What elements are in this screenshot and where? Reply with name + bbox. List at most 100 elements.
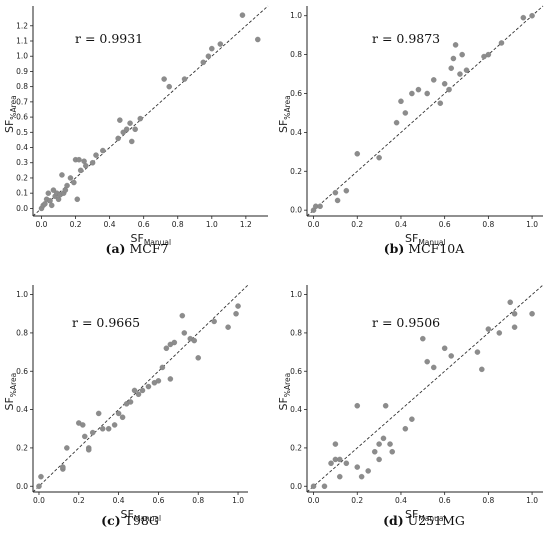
data-point	[209, 45, 215, 52]
data-point	[507, 299, 513, 305]
data-point	[115, 410, 122, 417]
data-point	[74, 196, 81, 203]
y-tick-label: 0.7	[16, 97, 28, 106]
x-tick-label: 0.8	[482, 496, 494, 505]
data-point	[48, 202, 55, 209]
data-point	[200, 59, 207, 66]
data-point	[474, 349, 481, 355]
x-tick-label: 0.2	[73, 496, 85, 505]
data-point	[387, 441, 393, 447]
data-point	[71, 179, 77, 186]
panel-caption: (d) U251MG	[383, 513, 465, 528]
data-point	[389, 448, 395, 455]
data-point	[371, 448, 378, 455]
data-point	[485, 51, 492, 58]
data-point	[365, 468, 371, 474]
chart-panel-1: 0.0 0.1 0.2 0.3 0.4 0.5 0.6 0.7 0.8 0.9 1.0 1.1 1.2 0…	[3, 5, 269, 256]
data-point	[446, 86, 452, 93]
data-point	[450, 55, 457, 62]
data-point	[115, 135, 121, 142]
y-tick-label: 0.0	[16, 204, 28, 213]
y-tick-label: 0.2	[290, 443, 302, 452]
data-point	[159, 364, 166, 371]
x-axis-label: SFManual	[405, 508, 446, 523]
x-tick-label: 0.4	[395, 496, 407, 505]
y-tick-label: 0.4	[290, 128, 302, 137]
y-axis-label: SF%Area	[3, 373, 18, 411]
data-point	[354, 464, 361, 470]
y-tick-label: 0.8	[290, 50, 302, 59]
data-point	[60, 464, 66, 470]
data-point	[233, 310, 239, 317]
y-tick-label: 0.4	[290, 405, 302, 414]
data-point	[337, 456, 343, 463]
data-point	[76, 156, 82, 163]
x-tick-label: 0.2	[351, 220, 363, 229]
data-point	[225, 324, 231, 330]
y-tick-label: 1.0	[290, 290, 302, 299]
data-point	[430, 364, 437, 371]
data-point	[424, 358, 430, 365]
data-point	[441, 345, 448, 351]
data-point	[36, 483, 42, 489]
x-tick-label: 0.4	[113, 496, 125, 505]
chart-panel-3: 0.0 0.2 0.4 0.6 0.8 1.0 0.0 0.2 0.4 0.6 0.8 1.0 r = …	[3, 284, 249, 528]
data-point	[123, 126, 130, 133]
caption-name: MCF10A	[404, 241, 465, 256]
data-point	[38, 473, 44, 480]
data-point	[448, 65, 454, 71]
data-point	[93, 152, 99, 158]
data-point	[343, 460, 350, 466]
panel-caption: (c) T98G	[101, 513, 159, 528]
data-point	[441, 81, 448, 87]
data-point	[382, 402, 389, 409]
data-point	[135, 391, 142, 397]
data-point	[452, 42, 459, 48]
data-point	[332, 189, 339, 196]
x-axis-label: SFManual	[131, 232, 172, 247]
y-tick-label: 1.0	[290, 11, 302, 20]
correlation-label: r = 0.9506	[372, 315, 440, 330]
data-point	[166, 83, 172, 90]
data-point	[376, 441, 382, 447]
data-point	[334, 197, 341, 204]
x-tick-label: 1.0	[526, 220, 538, 229]
data-point	[511, 310, 518, 317]
data-point	[181, 76, 188, 82]
x-tick-label: 0.2	[70, 220, 82, 229]
data-point	[111, 422, 118, 428]
data-point	[195, 355, 201, 361]
correlation-label: r = 0.9931	[75, 31, 143, 46]
data-point	[402, 110, 409, 116]
data-point	[191, 337, 197, 344]
data-point	[129, 138, 135, 145]
data-point	[139, 387, 146, 394]
data-point	[82, 433, 88, 440]
correlation-label: r = 0.9873	[372, 31, 440, 46]
y-tick-label: 0.0	[16, 482, 28, 491]
data-point	[89, 159, 96, 166]
data-point	[529, 12, 535, 19]
y-tick-label: 0.4	[16, 405, 28, 414]
data-point	[448, 353, 454, 359]
x-tick-label: 0.8	[192, 496, 204, 505]
identity-line	[306, 5, 544, 217]
y-tick-label: 0.6	[16, 367, 28, 376]
caption-name: MCF7	[125, 241, 168, 256]
chart-panel-4: 0.0 0.2 0.4 0.6 0.8 1.0 0.0 0.2 0.4 0.6 0.8 1.0 r = …	[277, 284, 544, 528]
x-tick-label: 0.8	[172, 220, 184, 229]
x-tick-label: 0.2	[351, 496, 363, 505]
x-tick-label: 0.6	[439, 220, 451, 229]
x-tick-label: 0.0	[36, 220, 48, 229]
x-tick-label: 1.0	[232, 496, 244, 505]
data-point	[99, 425, 106, 432]
caption-letter: (d)	[383, 513, 404, 528]
y-axis-label: SF%Area	[3, 95, 18, 133]
y-tick-label: 1.0	[16, 52, 28, 61]
data-point	[376, 456, 382, 463]
y-axis-label: SF%Area	[277, 95, 292, 133]
data-point	[459, 51, 465, 58]
data-point	[105, 425, 112, 432]
data-point	[317, 203, 323, 210]
data-point	[131, 387, 138, 394]
